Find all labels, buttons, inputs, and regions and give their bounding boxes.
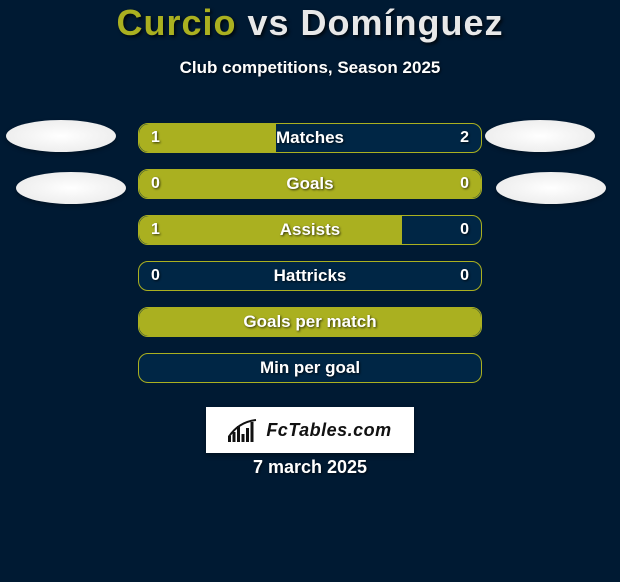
player2-name: Domínguez bbox=[301, 2, 504, 43]
comparison-title: Curcio vs Domínguez bbox=[0, 2, 620, 44]
stat-label: Min per goal bbox=[139, 358, 481, 378]
stat-row-hattricks: Hattricks0 0 bbox=[138, 261, 482, 291]
subtitle: Club competitions, Season 2025 bbox=[0, 58, 620, 78]
brand-badge: FcTables.com bbox=[206, 407, 414, 453]
stat-label: Hattricks bbox=[139, 266, 481, 286]
stat-value-right: 0 bbox=[460, 267, 469, 285]
decor-ellipse bbox=[6, 120, 116, 152]
stat-value-left: 1 bbox=[151, 221, 160, 239]
stat-value-right: 0 bbox=[460, 175, 469, 193]
stat-value-right: 2 bbox=[460, 129, 469, 147]
vs-text: vs bbox=[247, 2, 289, 43]
decor-ellipse bbox=[496, 172, 606, 204]
brand-text: FcTables.com bbox=[266, 420, 391, 441]
stat-row-goals-per-match: Goals per match bbox=[138, 307, 482, 337]
stat-label: Goals bbox=[139, 174, 481, 194]
stat-row-min-per-goal: Min per goal bbox=[138, 353, 482, 383]
stat-label: Matches bbox=[139, 128, 481, 148]
stat-value-left: 0 bbox=[151, 267, 160, 285]
stat-label: Goals per match bbox=[139, 312, 481, 332]
stat-label: Assists bbox=[139, 220, 481, 240]
stats-block: Matches12Goals00Assists10Hattricks00Goal… bbox=[138, 123, 482, 399]
stat-row-assists: Assists1 0 bbox=[138, 215, 482, 245]
date-text: 7 march 2025 bbox=[0, 457, 620, 478]
stat-row-matches: Matches1 2 bbox=[138, 123, 482, 153]
stat-row-goals: Goals0 0 bbox=[138, 169, 482, 199]
decor-ellipse bbox=[485, 120, 595, 152]
bar-chart-icon bbox=[228, 418, 258, 442]
player1-name: Curcio bbox=[116, 2, 236, 43]
stat-value-left: 0 bbox=[151, 175, 160, 193]
stat-value-left: 1 bbox=[151, 129, 160, 147]
stat-value-right: 0 bbox=[460, 221, 469, 239]
decor-ellipse bbox=[16, 172, 126, 204]
